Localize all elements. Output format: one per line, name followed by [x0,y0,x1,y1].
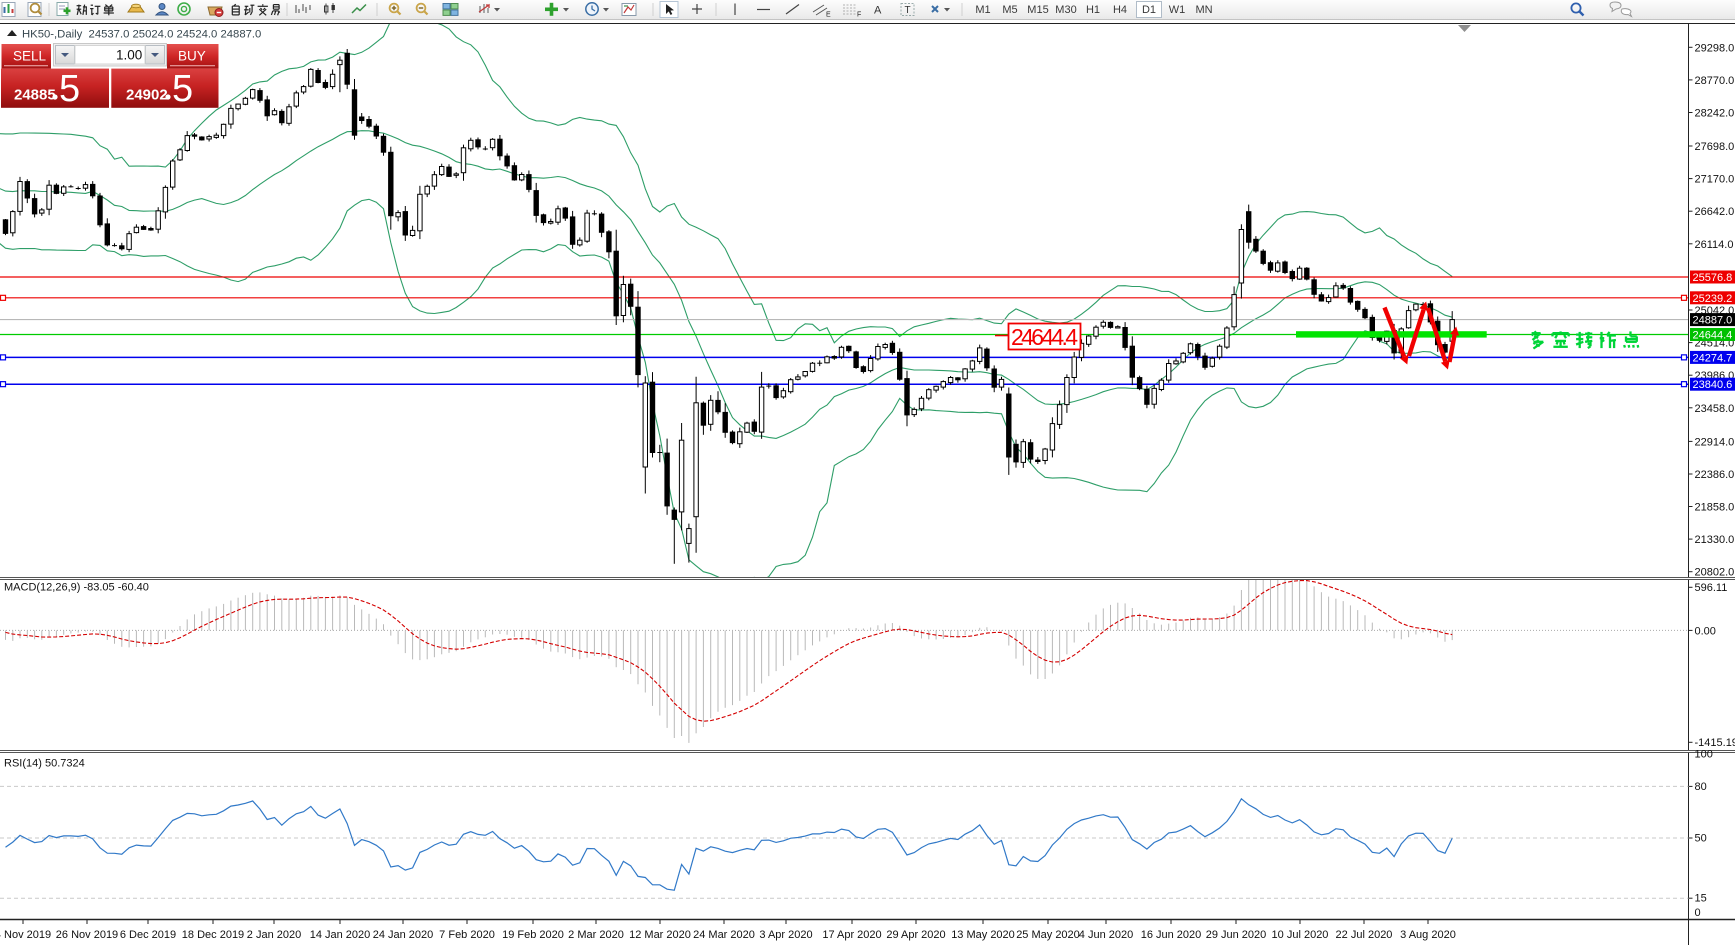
svg-text:15: 15 [1695,893,1707,905]
svg-text:27698.0: 27698.0 [1695,141,1735,153]
svg-text:14 Jan 2020: 14 Jan 2020 [310,929,371,941]
svg-text:M5: M5 [1002,4,1017,16]
svg-text:25 May 2020: 25 May 2020 [1016,929,1080,941]
svg-text:26 Nov 2019: 26 Nov 2019 [56,929,118,941]
svg-text:24 Mar 2020: 24 Mar 2020 [693,929,755,941]
svg-text:25239.2: 25239.2 [1693,293,1733,305]
svg-text:29298.0: 29298.0 [1695,42,1735,54]
svg-text:28770.0: 28770.0 [1695,75,1735,87]
svg-text:RSI(14) 50.7324: RSI(14) 50.7324 [4,758,85,770]
svg-text:24902: 24902 [126,87,168,104]
svg-text:M1: M1 [975,4,990,16]
svg-text:M15: M15 [1027,4,1048,16]
svg-text:3 Aug 2020: 3 Aug 2020 [1400,929,1456,941]
svg-text:4 Nov 2019: 4 Nov 2019 [0,929,51,941]
svg-text:E: E [826,12,831,19]
svg-text:17 Apr 2020: 17 Apr 2020 [822,929,881,941]
svg-text:2 Jan 2020: 2 Jan 2020 [247,929,301,941]
svg-text:80: 80 [1695,781,1707,793]
svg-text:T: T [905,5,911,16]
svg-text:0.00: 0.00 [1695,625,1716,637]
svg-text:W1: W1 [1169,4,1186,16]
svg-text:SELL: SELL [13,49,47,64]
svg-text:M30: M30 [1055,4,1076,16]
svg-text:16 Jun 2020: 16 Jun 2020 [1141,929,1202,941]
svg-text:26642.0: 26642.0 [1695,206,1735,218]
svg-text:6 Dec 2019: 6 Dec 2019 [120,929,176,941]
svg-text:18 Dec 2019: 18 Dec 2019 [182,929,244,941]
svg-text:1.00: 1.00 [116,48,142,63]
svg-text:12 Mar 2020: 12 Mar 2020 [629,929,691,941]
svg-text:H1: H1 [1086,4,1100,16]
svg-text:HK50-,Daily 24537.0 25024.0 2: HK50-,Daily 24537.0 25024.0 24524.0 2488… [22,29,261,41]
svg-text:23458.0: 23458.0 [1695,403,1735,415]
svg-text:25576.8: 25576.8 [1693,272,1733,284]
svg-text:H4: H4 [1113,4,1127,16]
svg-text:100: 100 [1695,749,1713,761]
svg-text:29 Apr 2020: 29 Apr 2020 [886,929,945,941]
svg-text:50: 50 [1695,833,1707,845]
svg-text:2 Mar 2020: 2 Mar 2020 [568,929,624,941]
svg-text:596.11: 596.11 [1695,582,1728,594]
svg-text:MN: MN [1195,4,1212,16]
svg-text:MACD(12,26,9) -83.05 -60.40: MACD(12,26,9) -83.05 -60.40 [4,582,149,594]
svg-text:29 Jun 2020: 29 Jun 2020 [1206,929,1267,941]
svg-text:F: F [857,12,861,19]
svg-text:0: 0 [1695,907,1701,919]
svg-text:23840.6: 23840.6 [1693,379,1733,391]
svg-text:3 Apr 2020: 3 Apr 2020 [759,929,812,941]
svg-text:26114.0: 26114.0 [1695,239,1734,251]
svg-text:21858.0: 21858.0 [1695,502,1735,514]
svg-text:24885: 24885 [14,87,56,104]
svg-text:4 Jun 2020: 4 Jun 2020 [1079,929,1133,941]
svg-text:13 May 2020: 13 May 2020 [951,929,1015,941]
svg-text:27170.0: 27170.0 [1695,174,1735,186]
svg-text:24 Jan 2020: 24 Jan 2020 [373,929,434,941]
svg-text:24644.4: 24644.4 [1693,330,1733,342]
svg-text:24274.7: 24274.7 [1693,352,1733,364]
svg-text:5: 5 [172,68,193,110]
svg-text:24644.4: 24644.4 [1011,324,1078,350]
svg-text:-1415.19: -1415.19 [1695,737,1735,749]
svg-text:A: A [874,5,882,17]
svg-text:5: 5 [59,68,80,110]
svg-text:22386.0: 22386.0 [1695,469,1735,481]
svg-text:22 Jul 2020: 22 Jul 2020 [1336,929,1393,941]
svg-text:10 Jul 2020: 10 Jul 2020 [1272,929,1329,941]
svg-text:BUY: BUY [178,49,206,64]
svg-text:7 Feb 2020: 7 Feb 2020 [439,929,495,941]
svg-text:28242.0: 28242.0 [1695,108,1735,120]
svg-text:22914.0: 22914.0 [1695,436,1735,448]
svg-text:21330.0: 21330.0 [1695,534,1735,546]
svg-text:20802.0: 20802.0 [1695,567,1735,579]
svg-text:D1: D1 [1142,4,1156,16]
svg-text:19 Feb 2020: 19 Feb 2020 [502,929,564,941]
svg-text:24887.0: 24887.0 [1693,315,1733,327]
